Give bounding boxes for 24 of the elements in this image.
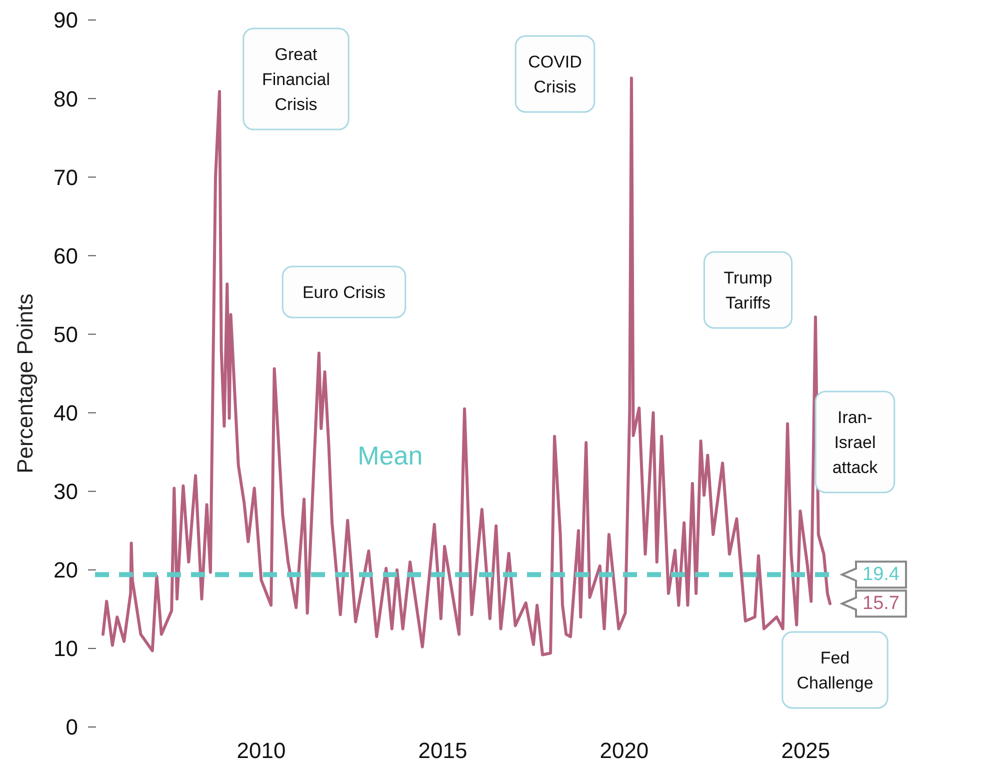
annotation: Great Financial Crisis bbox=[262, 44, 330, 114]
x-tick-label: 2010 bbox=[236, 738, 286, 763]
text: Iran-Israel attack bbox=[832, 408, 878, 476]
y-tick-label: 80 bbox=[54, 86, 78, 112]
annotation: Euro Crisis bbox=[302, 282, 386, 302]
annotation: Trump Tariffs bbox=[724, 268, 772, 312]
data-label: 15.7 bbox=[862, 593, 900, 614]
y-tick-label: 0 bbox=[66, 714, 78, 740]
x-tick-label: 2015 bbox=[418, 738, 468, 763]
y-tick-label: 20 bbox=[54, 558, 78, 583]
annotation: COVID Crisis bbox=[528, 52, 582, 96]
y-tick-label: 90 bbox=[54, 8, 78, 33]
y-tick-label: 70 bbox=[54, 164, 78, 190]
x-tick-label: 2025 bbox=[781, 738, 830, 763]
y-tick-label: 40 bbox=[54, 400, 78, 426]
y-tick-label: 60 bbox=[54, 243, 78, 268]
y-tick-label: 50 bbox=[54, 322, 78, 347]
y-tick-label: 10 bbox=[54, 636, 78, 662]
annotation: Fed Challenge bbox=[796, 648, 874, 692]
y-axis-title: Percentage Points bbox=[12, 294, 38, 474]
annotation: 19.4 bbox=[862, 564, 900, 586]
x-tick-label: 2020 bbox=[600, 738, 649, 763]
ref-line-label: Mean bbox=[358, 440, 423, 471]
y-tick-label: 30 bbox=[54, 479, 78, 504]
